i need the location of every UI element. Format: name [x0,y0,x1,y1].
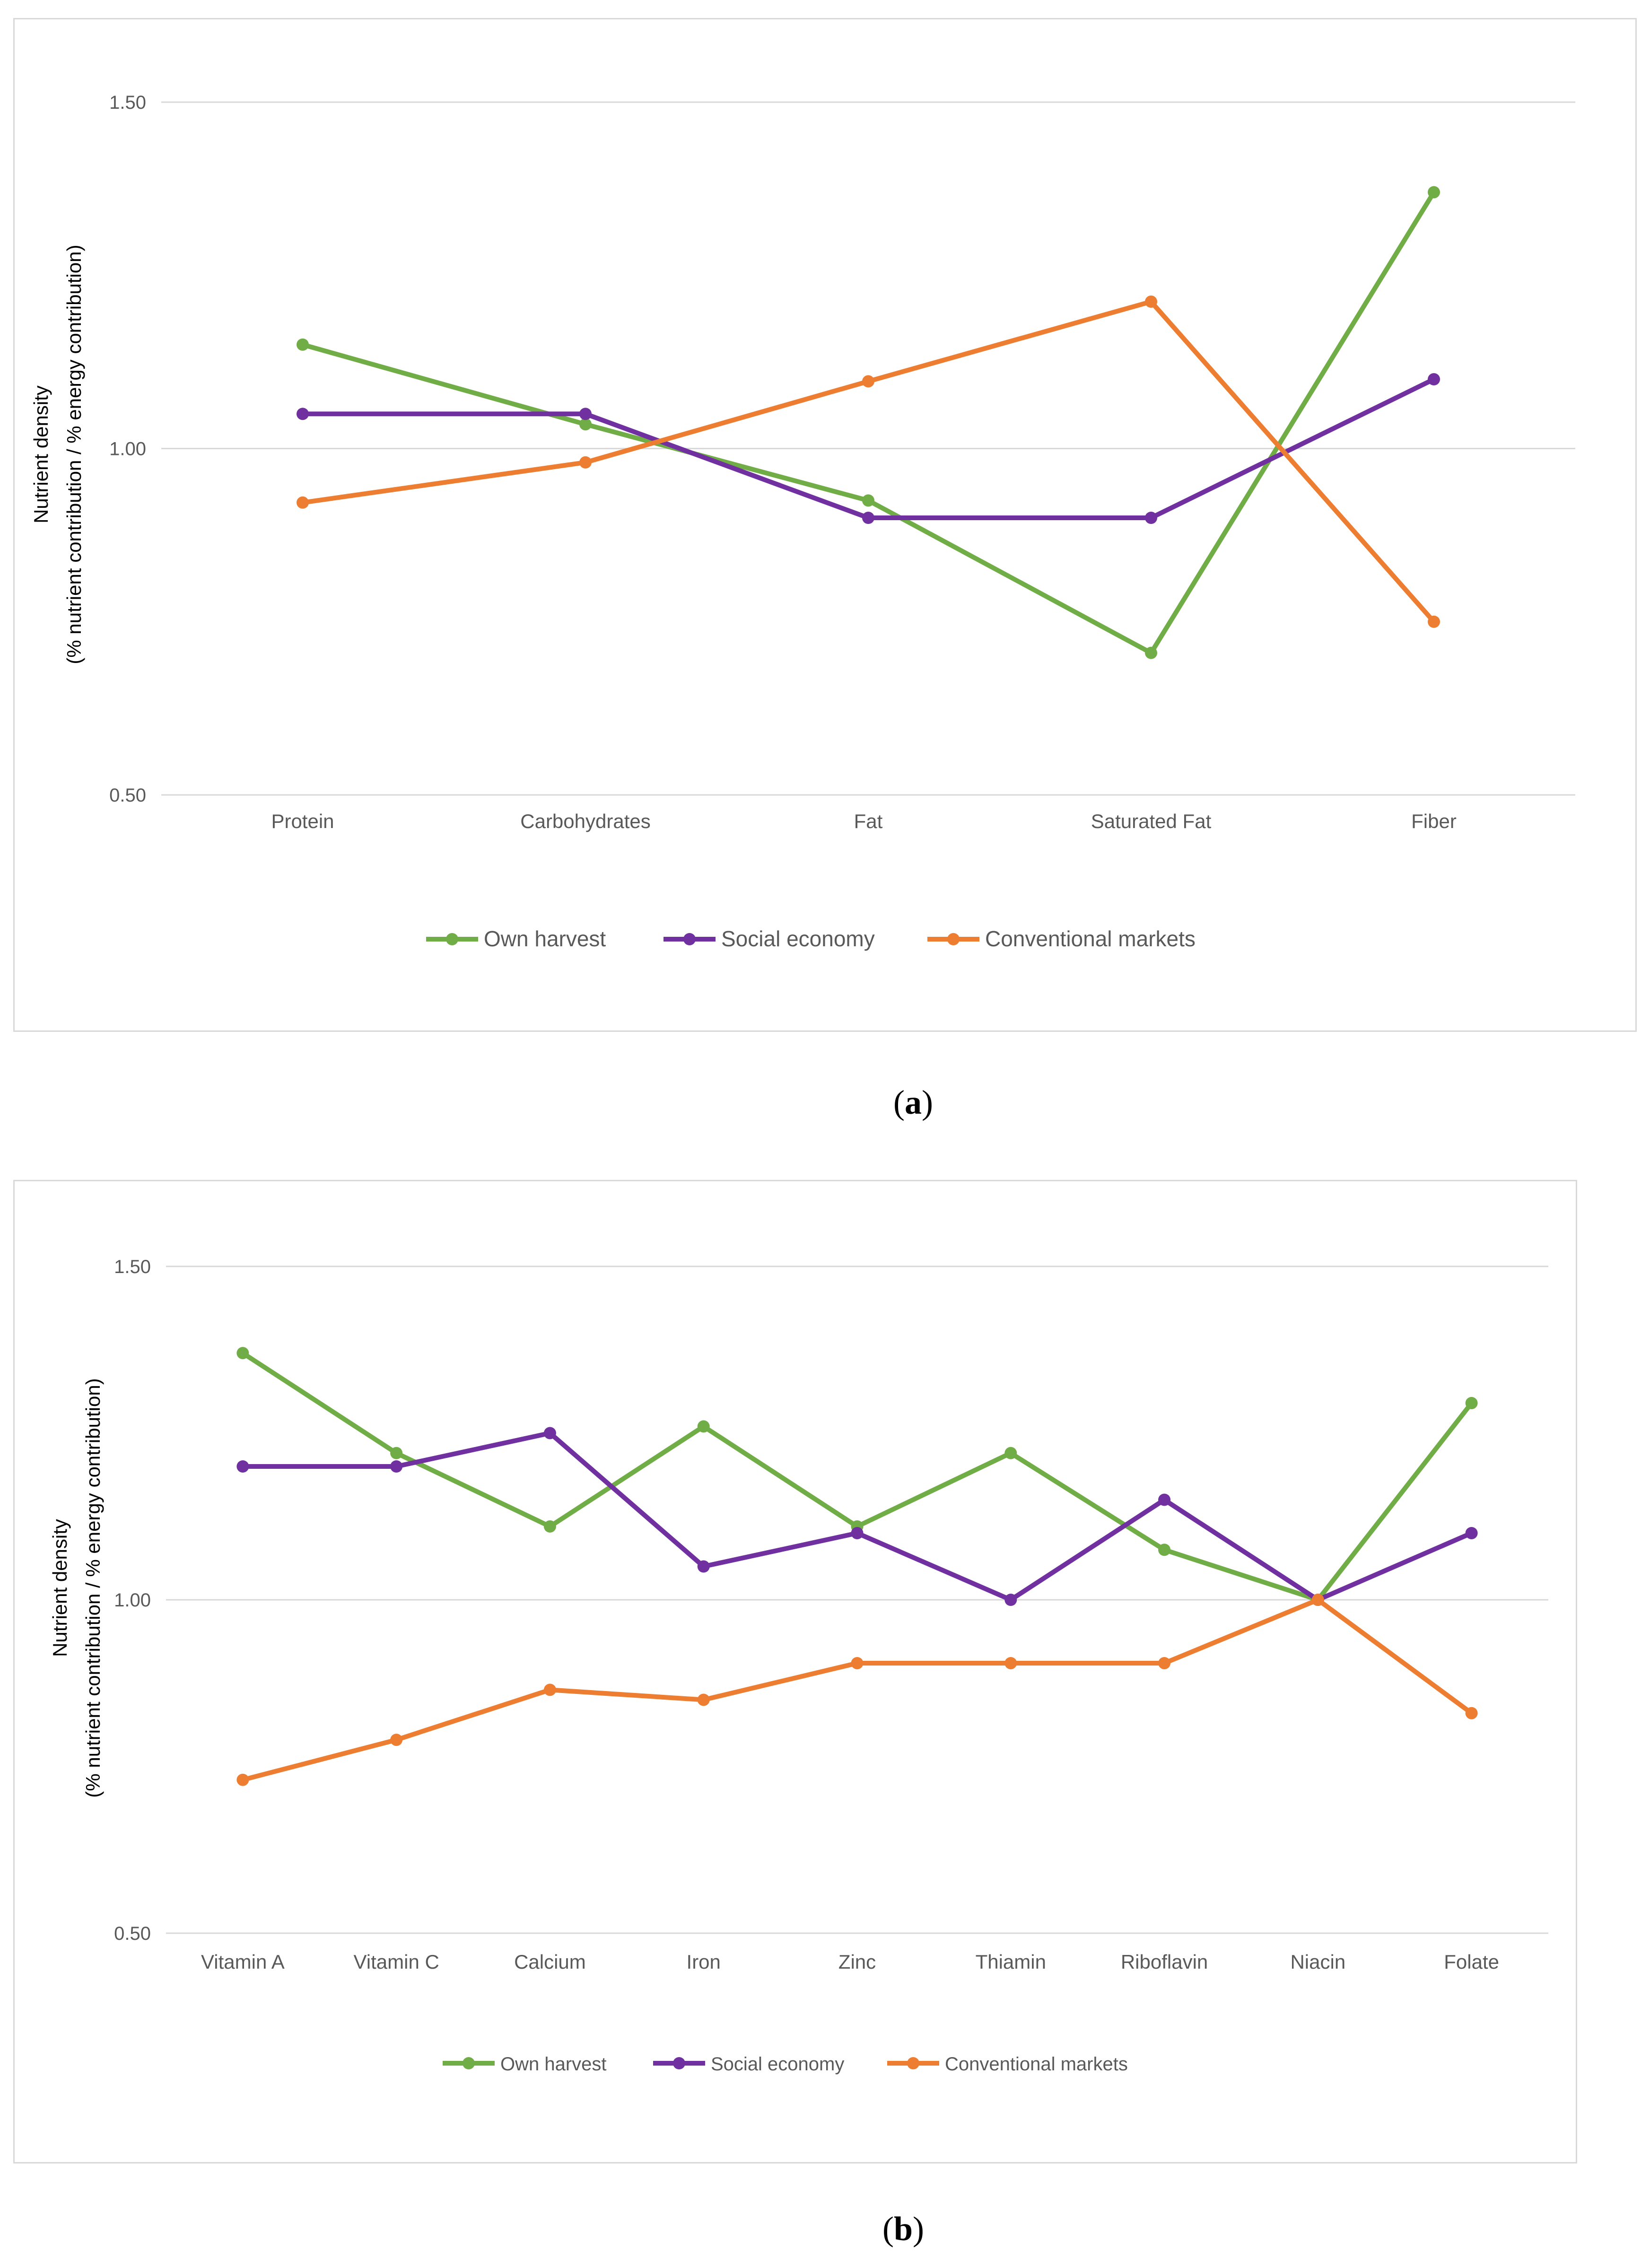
chart-panel-b: 0.50 1.00 1.50 Nutrient density (% nutrient … [13,1180,1577,2163]
x-tick-label-fiber: Fiber [1411,810,1457,832]
legend-label-own-harvest: Own harvest [500,2054,607,2075]
point-own-harvest-saturated-fat [1145,646,1157,659]
point-conventional-markets-fiber [1428,615,1440,628]
series-line-own-harvest [240,1351,1474,1602]
point-social-economy-carbohydrates [579,408,592,420]
y-tick-label: 0.50 [109,785,146,806]
point-social-economy-folate [1465,1527,1478,1539]
point-social-economy-riboflavin [1158,1493,1171,1506]
x-tick-label-thiamin: Thiamin [976,1951,1046,1973]
point-own-harvest-carbohydrates [579,418,592,431]
point-conventional-markets-vitamin-c [390,1734,403,1746]
point-conventional-markets-niacin [1311,1594,1324,1606]
x-tick-label-carbohydrates: Carbohydrates [520,810,650,832]
point-own-harvest-riboflavin [1158,1544,1171,1556]
legend-marker-own-harvest [446,933,458,945]
x-tick-label-niacin: Niacin [1290,1951,1345,1973]
point-own-harvest-vitamin-c [390,1447,403,1459]
x-tick-label-vitamin-a: Vitamin A [201,1951,285,1973]
point-conventional-markets-calcium [543,1684,556,1696]
point-conventional-markets-zinc [851,1657,864,1669]
point-own-harvest-thiamin [1004,1447,1017,1459]
y-tick-label: 1.00 [109,439,146,460]
point-social-economy-saturated-fat [1145,512,1157,524]
x-tick-label-vitamin-c: Vitamin C [354,1951,439,1973]
legend-marker-conventional-markets [907,2057,919,2069]
point-own-harvest-calcium [543,1520,556,1533]
point-conventional-markets-saturated-fat [1145,295,1157,308]
point-conventional-markets-thiamin [1004,1657,1017,1669]
point-social-economy-zinc [851,1527,864,1539]
y-axis-title-line2: (% nutrient contribution / % energy cont… [82,1378,104,1797]
x-tick-label-fat: Fat [854,810,883,832]
x-tick-label-folate: Folate [1444,1951,1499,1973]
chart-panel-a: 0.50 1.00 1.50 Nutrient density (% nutrient … [13,18,1637,1032]
point-social-economy-vitamin-a [236,1460,249,1473]
panel-label-a: (a) [893,1083,933,1121]
point-social-economy-vitamin-c [390,1460,403,1473]
point-conventional-markets-carbohydrates [579,456,592,469]
point-conventional-markets-fat [862,375,874,388]
point-social-economy-fat [862,512,874,524]
y-tick-label: 1.00 [114,1590,151,1611]
x-tick-label-saturated-fat: Saturated Fat [1091,810,1212,832]
legend-label-conventional-markets: Conventional markets [945,2054,1128,2075]
point-own-harvest-fiber [1428,186,1440,199]
x-tick-label-riboflavin: Riboflavin [1121,1951,1208,1973]
point-conventional-markets-iron [697,1693,710,1706]
point-own-harvest-iron [697,1420,710,1433]
y-axis-title-line1: Nutrient density [30,385,52,523]
legend-label-conventional-markets: Conventional markets [985,926,1196,951]
series-line-own-harvest [300,190,1436,655]
point-conventional-markets-folate [1465,1707,1478,1719]
legend-marker-social-economy [673,2057,685,2069]
line-chart-b: 0.50 1.00 1.50 Nutrient density (% nutrient … [49,1256,1548,2075]
point-social-economy-iron [697,1560,710,1573]
point-social-economy-calcium [543,1427,556,1439]
x-tick-label-calcium: Calcium [514,1951,586,1973]
y-axis-title-line2: (% nutrient contribution / % energy cont… [63,244,85,664]
point-conventional-markets-protein [297,496,309,509]
legend-marker-own-harvest [463,2057,475,2069]
point-own-harvest-protein [297,338,309,351]
line-chart-a: 0.50 1.00 1.50 Nutrient density (% nutrient … [30,92,1575,951]
point-conventional-markets-vitamin-a [236,1773,249,1786]
point-social-economy-protein [297,408,309,420]
point-social-economy-thiamin [1004,1594,1017,1606]
series-line-conventional-markets [240,1597,1474,1782]
legend-marker-social-economy [683,933,696,945]
y-tick-label: 1.50 [114,1256,151,1277]
x-tick-label-iron: Iron [687,1951,721,1973]
legend-label-social-economy: Social economy [711,2054,844,2075]
legend-label-social-economy: Social economy [721,926,875,951]
y-tick-label: 0.50 [114,1923,151,1944]
point-own-harvest-vitamin-a [236,1347,249,1360]
legend-label-own-harvest: Own harvest [484,926,606,951]
y-axis-title-line1: Nutrient density [49,1519,71,1657]
series-line-social-economy [240,1431,1474,1602]
y-tick-label: 1.50 [109,92,146,113]
panel-label-b: (b) [882,2210,924,2248]
point-social-economy-fiber [1428,373,1440,385]
point-own-harvest-fat [862,494,874,507]
x-tick-label-zinc: Zinc [838,1951,876,1973]
point-conventional-markets-riboflavin [1158,1657,1171,1669]
point-own-harvest-folate [1465,1397,1478,1410]
x-tick-label-protein: Protein [271,810,334,832]
legend-marker-conventional-markets [947,933,960,945]
